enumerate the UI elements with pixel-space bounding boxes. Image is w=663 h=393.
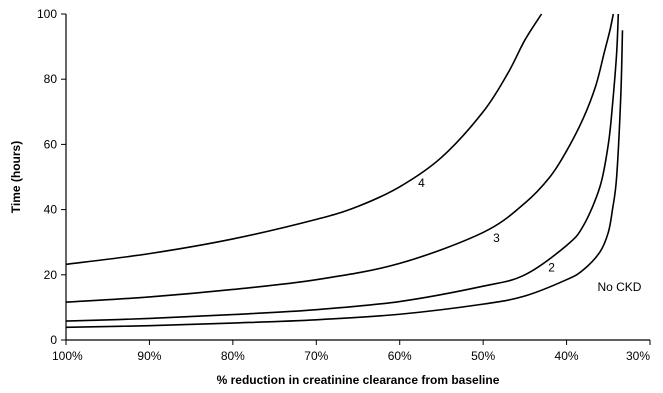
y-tick-label: 100 <box>37 7 57 21</box>
y-axis-title: Time (hours) <box>9 141 23 213</box>
y-tick-label: 80 <box>44 72 58 86</box>
curve-label: 4 <box>418 176 425 190</box>
x-axis-title: % reduction in creatinine clearance from… <box>217 373 500 387</box>
series-line-3 <box>65 13 615 303</box>
x-tick-label: 60% <box>388 349 412 363</box>
y-tick-label: 0 <box>50 333 57 347</box>
series-line-no-ckd <box>65 30 624 329</box>
y-tick-label: 60 <box>44 137 58 151</box>
ticks-group: 0 20 40 60 80 100 100% 90% 80% 70% 60% 50% 40% 30% <box>37 7 651 363</box>
x-tick-label: 30% <box>626 349 650 363</box>
y-tick-label: 40 <box>44 203 58 217</box>
curve-label: 2 <box>548 261 555 275</box>
x-tick-label: 80% <box>221 349 245 363</box>
x-tick-label: 50% <box>471 349 495 363</box>
curve-label: 3 <box>493 231 500 245</box>
x-tick-label: 90% <box>137 349 161 363</box>
curve-labels-group: 4 3 2 No CKD <box>418 176 642 294</box>
x-tick-label: 40% <box>555 349 579 363</box>
x-tick-label: 70% <box>304 349 328 363</box>
axes-group <box>65 14 650 341</box>
y-tick-label: 20 <box>44 268 58 282</box>
series-line-2 <box>65 13 620 322</box>
series-line-4 <box>65 13 543 266</box>
curves-group <box>65 13 624 329</box>
curve-label: No CKD <box>597 280 641 294</box>
x-tick-label: 100% <box>52 349 83 363</box>
